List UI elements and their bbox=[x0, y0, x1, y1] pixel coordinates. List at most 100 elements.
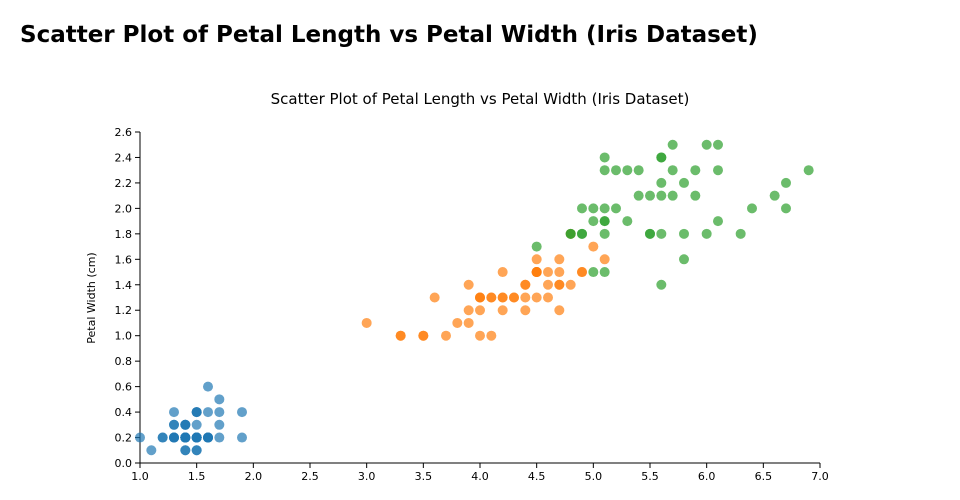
x-tick-label: 6.0 bbox=[698, 470, 716, 483]
data-point-series-1 bbox=[180, 445, 191, 456]
data-point-series-1 bbox=[191, 419, 202, 430]
y-tick-label: 2.4 bbox=[115, 151, 133, 164]
data-point-series-3 bbox=[599, 165, 610, 176]
data-point-series-3 bbox=[769, 190, 780, 201]
x-tick-label: 1.0 bbox=[131, 470, 149, 483]
data-point-series-2 bbox=[475, 292, 485, 303]
x-tick-label: 3.5 bbox=[415, 470, 433, 483]
data-point-series-3 bbox=[611, 203, 621, 214]
data-point-series-1 bbox=[180, 419, 191, 430]
data-point-series-3 bbox=[667, 190, 678, 201]
data-point-series-2 bbox=[554, 305, 565, 316]
x-tick-label: 1.5 bbox=[188, 470, 206, 483]
data-point-series-2 bbox=[463, 305, 474, 316]
data-point-series-1 bbox=[203, 407, 213, 418]
data-point-series-3 bbox=[633, 190, 644, 201]
data-point-series-1 bbox=[237, 432, 247, 443]
y-tick-label: 0.0 bbox=[115, 457, 133, 470]
y-tick-label: 0.8 bbox=[115, 355, 133, 368]
data-point-series-1 bbox=[180, 432, 191, 443]
data-point-series-2 bbox=[520, 279, 531, 290]
data-point-series-3 bbox=[656, 152, 667, 163]
data-point-series-2 bbox=[531, 267, 542, 278]
chart-title: Scatter Plot of Petal Length vs Petal Wi… bbox=[271, 90, 690, 108]
y-tick-label: 0.4 bbox=[115, 406, 133, 419]
data-point-series-3 bbox=[645, 190, 655, 201]
data-point-series-2 bbox=[577, 267, 587, 278]
y-tick-label: 2.6 bbox=[115, 126, 133, 139]
data-point-series-2 bbox=[486, 292, 497, 303]
data-point-series-1 bbox=[169, 407, 179, 418]
data-point-series-2 bbox=[509, 292, 519, 303]
data-point-series-3 bbox=[679, 228, 689, 239]
data-point-series-2 bbox=[520, 305, 531, 316]
data-point-series-3 bbox=[656, 177, 667, 188]
data-point-series-3 bbox=[588, 216, 599, 227]
data-point-series-1 bbox=[146, 445, 157, 456]
data-point-series-2 bbox=[441, 330, 451, 341]
data-point-series-3 bbox=[781, 203, 791, 214]
data-point-series-3 bbox=[633, 165, 644, 176]
data-point-series-3 bbox=[577, 228, 587, 239]
y-tick-label: 1.4 bbox=[115, 279, 133, 292]
data-point-series-2 bbox=[497, 267, 508, 278]
data-point-series-3 bbox=[599, 216, 610, 227]
data-point-series-1 bbox=[191, 407, 202, 418]
data-point-series-3 bbox=[656, 228, 667, 239]
x-tick-label: 4.0 bbox=[471, 470, 489, 483]
data-point-series-3 bbox=[803, 165, 814, 176]
x-tick-label: 2.0 bbox=[245, 470, 263, 483]
data-point-series-3 bbox=[599, 203, 610, 214]
data-point-series-3 bbox=[713, 165, 723, 176]
data-point-series-1 bbox=[157, 432, 168, 443]
data-point-series-3 bbox=[656, 279, 667, 290]
data-point-series-1 bbox=[237, 407, 247, 418]
y-tick-label: 2.2 bbox=[115, 177, 133, 190]
data-point-series-2 bbox=[452, 317, 463, 328]
data-point-series-3 bbox=[645, 228, 655, 239]
y-tick-label: 1.0 bbox=[115, 330, 133, 343]
data-point-series-2 bbox=[543, 267, 553, 278]
y-tick-label: 1.8 bbox=[115, 228, 133, 241]
data-point-series-2 bbox=[531, 254, 542, 265]
data-point-series-3 bbox=[713, 139, 723, 150]
data-point-series-3 bbox=[622, 216, 633, 227]
data-point-series-3 bbox=[599, 267, 610, 278]
x-tick-label: 3.0 bbox=[358, 470, 376, 483]
data-point-series-3 bbox=[690, 190, 701, 201]
data-point-series-2 bbox=[429, 292, 440, 303]
data-point-series-2 bbox=[588, 241, 599, 252]
data-point-series-1 bbox=[191, 445, 202, 456]
data-point-series-3 bbox=[656, 190, 667, 201]
data-point-series-2 bbox=[418, 330, 429, 341]
data-point-series-1 bbox=[214, 394, 225, 405]
data-point-series-3 bbox=[599, 152, 610, 163]
x-tick-label: 7.0 bbox=[811, 470, 829, 483]
data-point-series-3 bbox=[611, 165, 621, 176]
data-point-series-2 bbox=[463, 279, 474, 290]
data-point-series-2 bbox=[463, 317, 474, 328]
data-point-series-2 bbox=[531, 292, 542, 303]
data-point-series-3 bbox=[747, 203, 757, 214]
data-point-series-2 bbox=[475, 305, 485, 316]
data-point-series-1 bbox=[203, 381, 213, 392]
data-point-series-1 bbox=[169, 419, 179, 430]
data-point-series-3 bbox=[599, 228, 610, 239]
data-point-series-3 bbox=[577, 203, 587, 214]
data-point-series-1 bbox=[135, 432, 145, 443]
data-point-series-2 bbox=[565, 279, 576, 290]
data-point-series-2 bbox=[599, 254, 610, 265]
y-tick-label: 1.6 bbox=[115, 253, 133, 266]
data-point-series-3 bbox=[667, 165, 678, 176]
y-tick-label: 2.0 bbox=[115, 202, 133, 215]
data-point-series-3 bbox=[622, 165, 633, 176]
data-point-series-3 bbox=[690, 165, 701, 176]
data-point-series-1 bbox=[214, 419, 225, 430]
x-tick-label: 5.0 bbox=[585, 470, 603, 483]
data-point-series-2 bbox=[520, 292, 531, 303]
data-point-series-2 bbox=[543, 292, 553, 303]
data-point-series-2 bbox=[475, 330, 485, 341]
data-point-series-1 bbox=[214, 407, 225, 418]
y-tick-label: 1.2 bbox=[115, 304, 133, 317]
